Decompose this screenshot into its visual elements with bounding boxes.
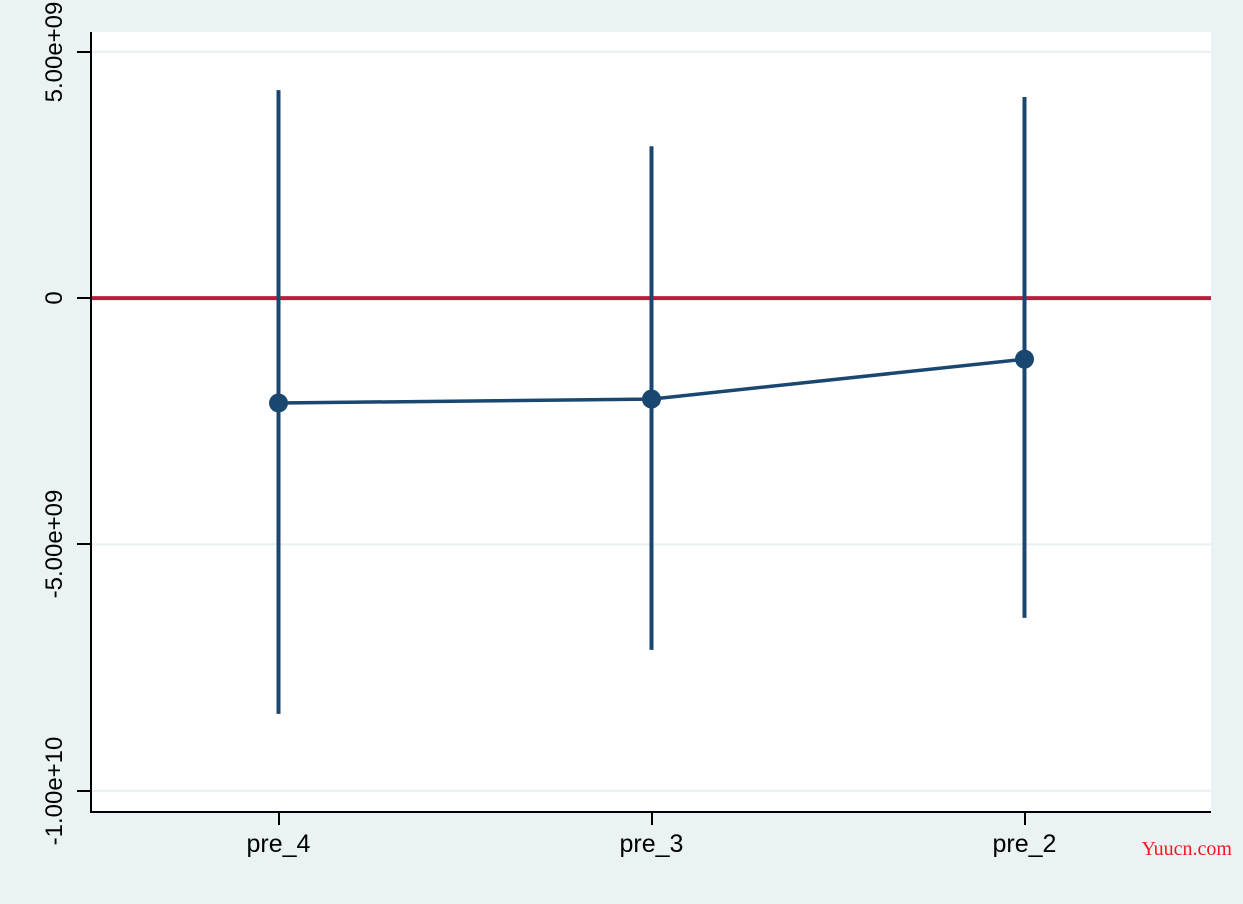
coef-marker (269, 393, 288, 413)
y-tick (77, 543, 90, 546)
x-axis-line (90, 811, 1211, 813)
y-tick-label: 5.00e+09 (41, 1, 68, 103)
y-tick-label: 0 (41, 291, 68, 305)
coef-marker (1015, 349, 1034, 369)
x-tick-label: pre_3 (619, 830, 684, 858)
x-tick (650, 813, 653, 825)
y-tick (77, 789, 90, 792)
x-tick-label: pre_2 (992, 830, 1057, 858)
y-tick-label: -5.00e+09 (41, 490, 68, 599)
y-axis-line (90, 32, 92, 813)
y-tick (77, 297, 90, 300)
watermark: Yuucn.com (1141, 838, 1232, 860)
plot-area (92, 32, 1211, 811)
coef-marker (642, 389, 661, 409)
x-tick-label: pre_4 (246, 830, 311, 858)
chart-canvas (92, 50, 1211, 792)
y-tick (77, 50, 90, 53)
y-tick-label: -1.00e+10 (41, 736, 68, 846)
x-tick (277, 813, 280, 825)
x-tick (1023, 813, 1026, 825)
